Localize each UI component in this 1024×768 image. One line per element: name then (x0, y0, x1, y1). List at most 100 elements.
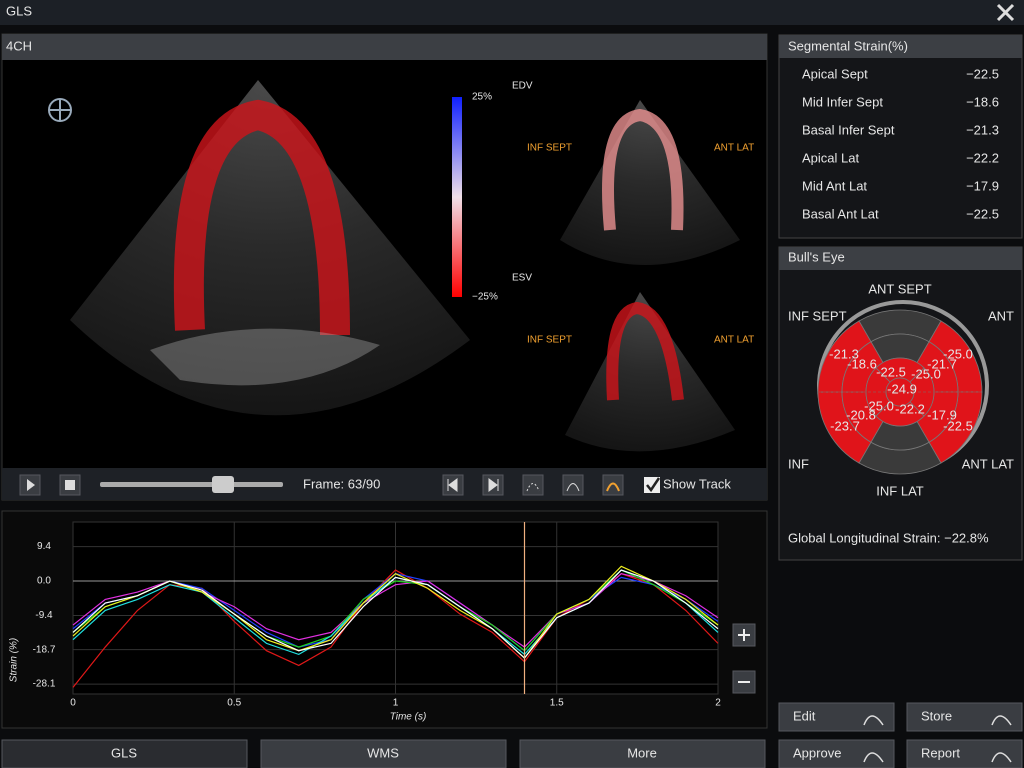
bullseye: ANT SEPT ANT INF SEPT INF INF LAT ANT LAT -21.… (788, 281, 1014, 498)
strain-curve (72, 569, 719, 659)
action-button[interactable]: Report (906, 739, 1023, 768)
segmental-panel (778, 34, 1023, 239)
bullseye-value: -23.7 (830, 418, 860, 433)
tab[interactable]: WMS (260, 739, 507, 768)
myocardium-trace (173, 99, 350, 336)
x-tick-label: 0.5 (227, 698, 241, 709)
bullseye-header (779, 247, 1022, 270)
next-frame-button[interactable] (482, 474, 504, 496)
button-icon (991, 752, 1012, 763)
action-button[interactable]: Store (906, 702, 1023, 732)
gls-value: Global Longitudinal Strain: −22.8% (788, 530, 989, 545)
edv-label: EDV (512, 81, 533, 92)
edv-right: ANT LAT (714, 143, 754, 154)
segmental-rows: Apical Sept −22.5 Mid Infer Sept −18.6 Basal… (802, 66, 999, 221)
bullseye-value: -22.5 (943, 418, 973, 433)
title-bar (0, 0, 1024, 25)
colorbar-top: 25% (472, 92, 492, 103)
tab-label: WMS (367, 745, 399, 760)
segmental-title: Segmental Strain(%) (788, 38, 908, 53)
bullseye-value: -22.5 (876, 364, 906, 379)
segment-value: −21.3 (966, 122, 999, 137)
tab[interactable]: GLS (1, 739, 248, 768)
y-axis-label: Strain (%) (9, 638, 20, 682)
y-tick-label: -28.1 (33, 679, 56, 690)
segment-name: Basal Ant Lat (802, 206, 879, 221)
ultrasound-sector (70, 80, 470, 416)
frame-slider[interactable] (100, 482, 283, 487)
show-track-checkbox[interactable] (644, 477, 661, 493)
prev-frame-button[interactable] (442, 474, 464, 496)
bullseye-label: INF LAT (876, 483, 923, 498)
bullseye-label: INF (788, 456, 809, 471)
play-button[interactable] (19, 474, 41, 496)
bullseye-value: -22.2 (895, 401, 925, 416)
button-label: Report (921, 745, 960, 760)
action-button[interactable]: Edit (778, 702, 895, 732)
tabs: GLS WMS More (1, 739, 766, 768)
edv-trace (602, 108, 684, 231)
y-tick-label: 9.4 (37, 541, 51, 552)
esv-label: ESV (512, 273, 532, 284)
bullseye-value: -25.0 (864, 398, 894, 413)
trace-tool-2[interactable] (562, 474, 584, 496)
x-tick-label: 2 (715, 698, 721, 709)
tab[interactable]: More (519, 739, 766, 768)
button-icon (991, 715, 1012, 726)
button-label: Edit (793, 708, 816, 723)
bullseye-label: ANT LAT (962, 456, 1014, 471)
show-track-label: Show Track (663, 476, 731, 491)
segment-name: Mid Ant Lat (802, 178, 867, 193)
esv-sector (565, 292, 735, 452)
close-button[interactable] (996, 3, 1015, 22)
button-label: Approve (793, 745, 841, 760)
strain-plot: 0 0.5 1 1.5 2 9.4 0.0 -9.4 -18.7 -28.1 (33, 522, 721, 709)
strain-curve (72, 569, 719, 688)
bullseye-value: -24.9 (887, 381, 917, 396)
x-axis-label: Time (s) (390, 712, 427, 723)
colorbar (452, 97, 462, 297)
y-tick-label: 0.0 (37, 576, 51, 587)
frame-label: Frame: 63/90 (303, 476, 380, 491)
segment-value: −22.2 (966, 150, 999, 165)
action-buttons: Edit Store Approve Report (778, 702, 1023, 768)
stop-button[interactable] (59, 474, 81, 496)
trace-tool-1[interactable] (522, 474, 544, 496)
y-tick-label: -18.7 (33, 644, 56, 655)
segment-value: −18.6 (966, 94, 999, 109)
bullseye-value: -17.9 (927, 407, 957, 422)
segment-name: Apical Sept (802, 66, 868, 81)
view-label: 4CH (6, 38, 32, 53)
segment-name: Apical Lat (802, 150, 859, 165)
action-button[interactable]: Approve (778, 739, 895, 768)
bullseye-label: ANT SEPT (868, 281, 931, 296)
button-label: Store (921, 708, 952, 723)
esv-left: INF SEPT (527, 335, 572, 346)
trace-tool-3[interactable] (602, 474, 624, 496)
zoom-out-button[interactable] (732, 670, 756, 694)
orientation-icon-cross (49, 99, 71, 121)
zoom-in-button[interactable] (732, 623, 756, 647)
bullseye-value: -20.8 (846, 407, 876, 422)
slider-thumb[interactable] (212, 476, 234, 493)
edv-left: INF SEPT (527, 143, 572, 154)
x-tick-label: 1 (393, 698, 399, 709)
tab-face (1, 739, 248, 768)
esv-right: ANT LAT (714, 335, 754, 346)
segment-value: −22.5 (966, 206, 999, 221)
window-title: GLS (6, 3, 32, 18)
bullseye-value: -25.0 (943, 346, 973, 361)
bullseye-label: ANT (988, 308, 1014, 323)
bullseye-value: -21.7 (927, 356, 957, 371)
bullseye-title: Bull's Eye (788, 249, 845, 264)
segment-name: Basal Infer Sept (802, 122, 895, 137)
colorbar-bottom: −25% (472, 292, 498, 303)
view-header (2, 34, 767, 60)
segment-value: −17.9 (966, 178, 999, 193)
tab-label: GLS (111, 745, 137, 760)
segment-name: Mid Infer Sept (802, 94, 883, 109)
button-icon (863, 752, 884, 763)
tab-face (519, 739, 766, 768)
